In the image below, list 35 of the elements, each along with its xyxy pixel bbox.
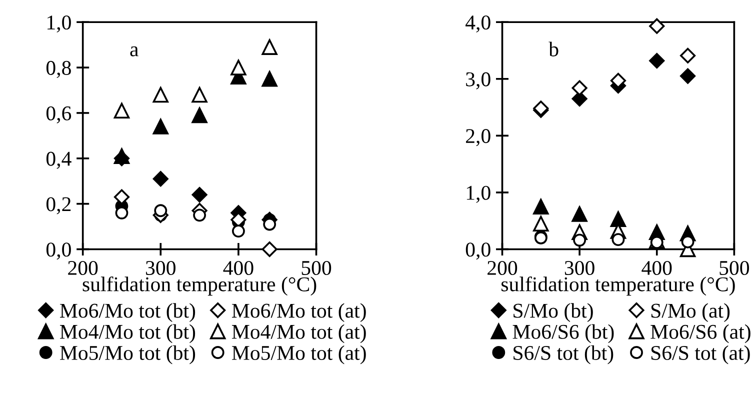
annotation: b: [548, 42, 558, 56]
x-tick-label: 200: [68, 260, 98, 276]
y-tick-label: 4,0: [466, 15, 490, 33]
y-tick-label: 0,0: [466, 242, 490, 260]
y-tick-label: 0,0: [46, 242, 71, 260]
x-tick-label: 200: [488, 260, 518, 276]
y-tick-label: 3,0: [466, 72, 490, 90]
legend-label: Mo4/Mo tot (bt): [60, 324, 196, 344]
y-tick-label: 1,0: [48, 15, 71, 33]
legend-label: Mo5/Mo tot (at): [232, 345, 366, 364]
legend-label: S6/S tot (at): [651, 345, 750, 364]
y-tick-label: 0,4: [46, 152, 72, 169]
legend-label: S/Mo (at): [651, 303, 730, 322]
y-tick-label: 0,8: [46, 60, 71, 78]
y-tick-label: 2,0: [466, 129, 490, 146]
legend-label: Mo6/Mo tot (at): [232, 303, 366, 322]
x-axis-title: sulfidation temperature (°C): [502, 276, 735, 296]
x-tick-label: 400: [642, 260, 672, 276]
legend-label: Mo4/Mo tot (at): [232, 324, 366, 344]
x-tick-label: 300: [146, 260, 176, 276]
y-tick-label: 1,0: [466, 186, 490, 203]
x-axis-title: sulfidation temperature (°C): [82, 276, 316, 296]
legend-label: Mo6/S6 (at): [650, 324, 750, 344]
legend-label: Mo5/Mo tot (bt): [60, 345, 196, 364]
legend-label: S/Mo (bt): [514, 303, 593, 322]
y-tick-label: 0,6: [46, 106, 72, 124]
x-tick-label: 300: [564, 260, 594, 276]
legend-label: Mo6/Mo tot (bt): [60, 303, 196, 322]
x-tick-label: 400: [223, 260, 254, 276]
legend-label: Mo6/S6 (bt): [512, 324, 614, 344]
x-tick-label: 500: [302, 260, 332, 276]
annotation: a: [130, 46, 138, 56]
legend-label: S6/S tot (bt): [514, 345, 614, 364]
x-tick-label: 500: [720, 260, 750, 276]
y-tick-label: 0,2: [46, 197, 71, 214]
